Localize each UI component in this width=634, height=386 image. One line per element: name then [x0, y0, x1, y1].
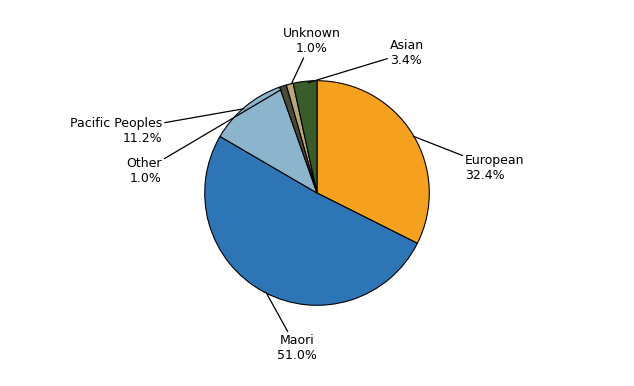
- Text: European
32.4%: European 32.4%: [413, 136, 525, 182]
- Wedge shape: [293, 81, 317, 193]
- Text: Asian
3.4%: Asian 3.4%: [308, 39, 424, 83]
- Text: Pacific Peoples
11.2%: Pacific Peoples 11.2%: [70, 109, 244, 145]
- Wedge shape: [220, 87, 317, 193]
- Text: Maori
51.0%: Maori 51.0%: [266, 292, 317, 362]
- Wedge shape: [205, 136, 417, 305]
- Text: Other
1.0%: Other 1.0%: [127, 90, 281, 185]
- Wedge shape: [280, 85, 317, 193]
- Text: Unknown
1.0%: Unknown 1.0%: [283, 27, 340, 84]
- Wedge shape: [317, 81, 429, 243]
- Wedge shape: [287, 83, 317, 193]
